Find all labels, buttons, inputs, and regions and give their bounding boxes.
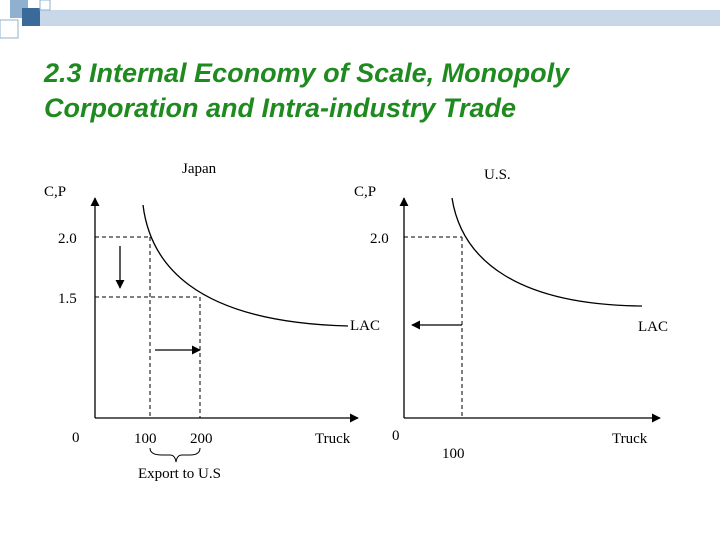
export-label: Export to U.S (138, 466, 221, 482)
header-square (22, 8, 40, 26)
us-y-axis-label: C,P (354, 184, 376, 200)
japan-lac-curve (142, 204, 349, 327)
japan-panel: Japan C,P Truck 0 2.0 1.5 LAC 100 200 Ex… (44, 161, 380, 482)
us-x-axis-label: Truck (612, 431, 648, 447)
export-brace-icon (149, 447, 201, 463)
japan-origin-label: 0 (72, 430, 80, 446)
title-line-1: 2.3 Internal Economy of Scale, Monopoly (44, 58, 570, 88)
japan-lac-label: LAC (350, 318, 380, 334)
header-decoration (0, 0, 720, 39)
japan-panel-label: Japan (182, 161, 217, 177)
japan-y-axis-label: C,P (44, 184, 66, 200)
us-x-tick-100: 100 (442, 446, 465, 462)
us-lac-label: LAC (638, 319, 668, 335)
header-bar (40, 10, 720, 26)
japan-x-axis-label: Truck (315, 431, 351, 447)
us-origin-label: 0 (392, 428, 400, 444)
japan-x-tick-100: 100 (134, 431, 157, 447)
slide-title: 2.3 Internal Economy of Scale, Monopoly … (44, 56, 704, 126)
japan-x-tick-200: 200 (190, 431, 213, 447)
header-square (0, 19, 19, 39)
us-panel: U.S. C,P Truck 0 2.0 LAC 100 (354, 167, 668, 462)
us-lac-curve (451, 197, 643, 307)
us-y-tick-2-0: 2.0 (370, 231, 389, 247)
header-square (39, 0, 51, 11)
us-panel-label: U.S. (484, 167, 511, 183)
japan-y-tick-2-0: 2.0 (58, 231, 77, 247)
title-line-2: Corporation and Intra-industry Trade (44, 93, 517, 123)
japan-y-tick-1-5: 1.5 (58, 291, 77, 307)
